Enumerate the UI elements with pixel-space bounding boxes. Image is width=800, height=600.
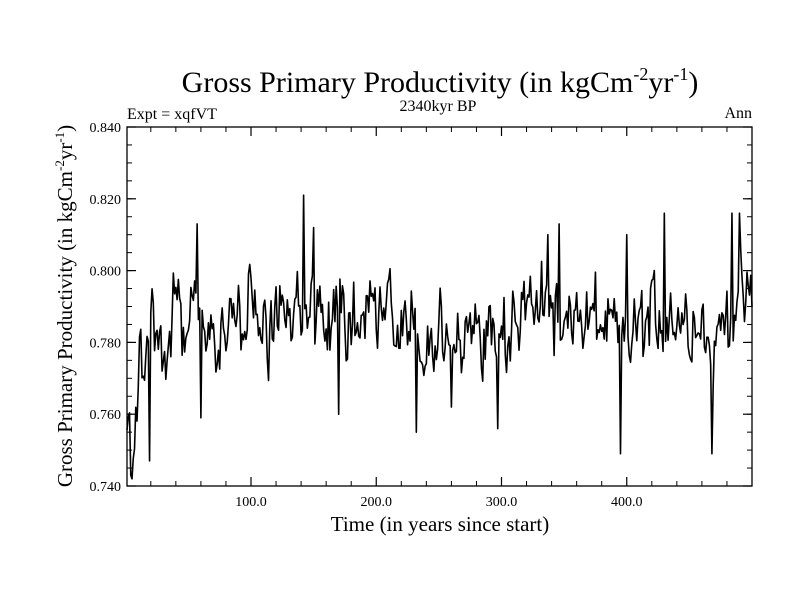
ylabel-sup1: -2	[52, 160, 67, 171]
series-line-gpp	[126, 194, 753, 480]
title-end: )	[688, 66, 698, 99]
experiment-label: Expt = xqfVT	[127, 106, 217, 123]
ylabel-end: )	[53, 125, 77, 132]
ylabel-mid: yr	[53, 143, 77, 161]
chart-title: Gross Primary Productivity (in kgCm-2yr-…	[182, 64, 699, 99]
season-label: Ann	[724, 105, 752, 122]
x-tick-label: 200.0	[360, 495, 392, 510]
y-axis-ticks: 0.740 0.760 0.780 0.800 0.820 0.840	[90, 121, 752, 495]
x-axis-label: Time (in years since start)	[331, 512, 550, 536]
title-sup2: -1	[673, 64, 688, 84]
y-tick-label: 0.800	[90, 265, 122, 280]
y-tick-label: 0.740	[90, 480, 122, 495]
chart-subtitle: 2340kyr BP	[400, 98, 477, 115]
x-tick-label: 400.0	[611, 495, 643, 510]
title-main: Gross Primary Productivity (in kgCm	[182, 66, 634, 99]
y-tick-label: 0.840	[90, 121, 122, 136]
x-axis-ticks: 100.0 200.0 300.0 400.0	[150, 127, 728, 510]
y-axis-label: Gross Primary Productivity (in kgCm-2yr-…	[52, 125, 77, 487]
title-sup1: -2	[633, 64, 648, 84]
ylabel-main: Gross Primary Productivity (in kgCm	[53, 171, 77, 487]
y-tick-label: 0.820	[90, 193, 122, 208]
x-tick-label: 100.0	[235, 495, 267, 510]
y-tick-label: 0.780	[90, 336, 122, 351]
x-tick-label: 300.0	[486, 495, 518, 510]
title-mid: yr	[648, 66, 673, 99]
ylabel-sup2: -1	[52, 132, 67, 143]
y-tick-label: 0.760	[90, 408, 122, 423]
